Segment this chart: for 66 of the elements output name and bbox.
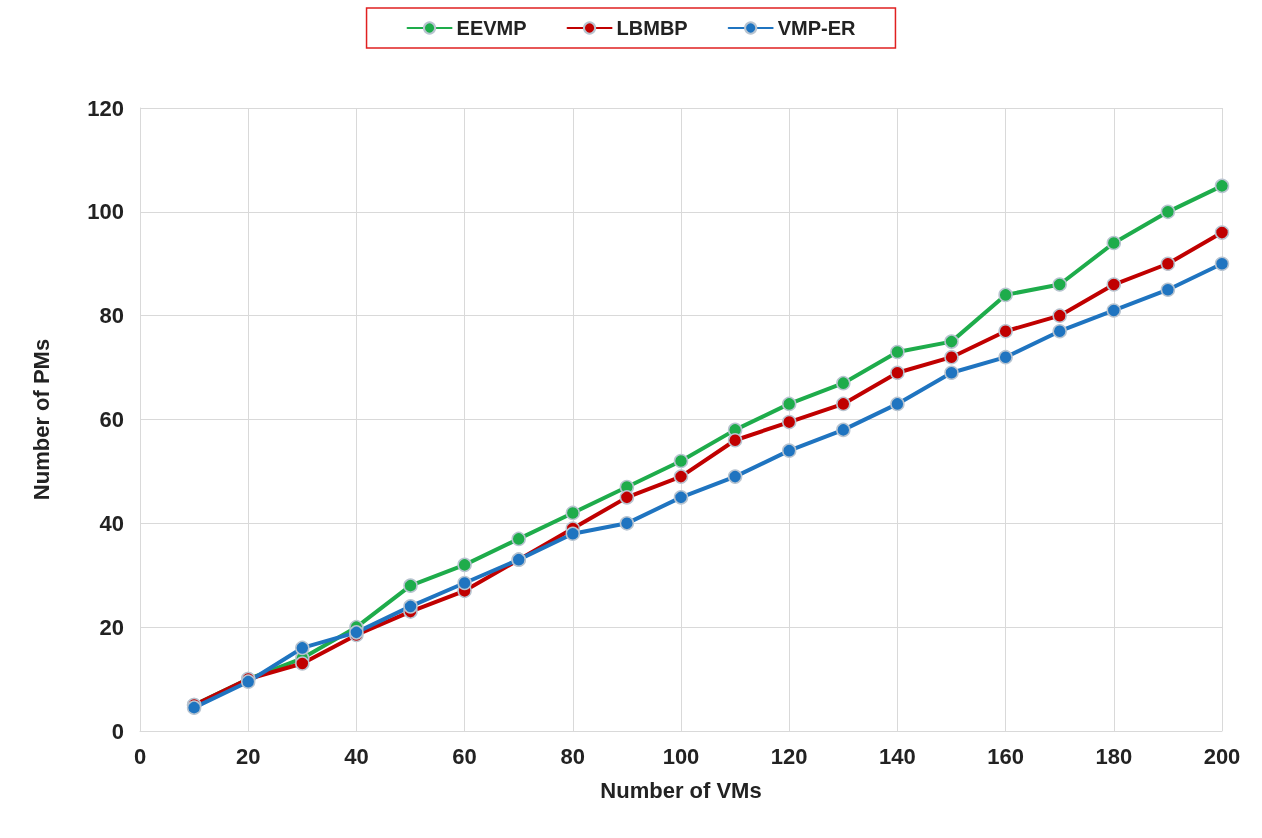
point [890,396,905,412]
point [1052,323,1067,339]
point [295,640,310,656]
y-tick-label: 60 [99,407,124,432]
point [836,396,851,412]
point [1214,178,1230,194]
y-tick-label: 40 [99,510,124,536]
y-tick-label: 120 [87,95,124,121]
point [998,349,1013,365]
x-tick-label: 200 [1203,743,1241,769]
point [1160,256,1176,271]
point [781,396,797,412]
x-tick-label: 180 [1095,743,1133,769]
x-tick-label: 40 [344,743,369,769]
point [1160,204,1176,220]
point [1106,303,1122,318]
point [890,344,905,360]
y-tick-label: 100 [87,199,124,225]
point [781,443,797,458]
x-tick-label: 20 [235,743,261,769]
x-tick-label: 0 [133,743,147,769]
point [1160,282,1176,297]
x-axis-title: Number of VMs [600,777,762,803]
point [403,599,418,614]
x-tick-label: 80 [560,743,586,769]
x-tick-label: 160 [987,743,1024,769]
point [944,334,959,349]
y-tick-label: 0 [111,718,124,744]
point [457,575,472,591]
x-tick-label: 100 [662,743,700,769]
x-tick-label: 140 [879,743,916,769]
point [998,323,1013,339]
x-tick-label: 60 [452,743,477,769]
point [511,531,526,547]
point [619,516,635,531]
x-tick-label: 120 [770,743,808,769]
point [673,453,689,469]
point [944,365,959,381]
point [944,349,959,365]
point [457,557,472,573]
point [727,469,743,484]
legend-label: EEVMP [456,17,527,39]
point [565,505,581,521]
y-axis-title: Number of PMs [28,338,54,501]
y-tick-label: 80 [99,303,124,329]
point [1214,256,1230,271]
point [673,490,689,505]
point [836,422,851,438]
point [403,578,418,593]
point [1106,277,1122,292]
point [781,414,797,430]
point [727,433,743,448]
point [619,490,635,505]
point [1052,308,1067,323]
point [295,656,310,671]
point [836,375,851,391]
point [673,469,689,484]
point [1214,225,1230,240]
point [565,526,581,541]
point [890,365,905,381]
point [998,287,1013,303]
point [1052,277,1067,292]
point [1106,235,1122,251]
y-tick-label: 20 [99,614,124,640]
legend-label: LBMBP [616,17,688,39]
legend-label: VMP-ER [777,17,857,39]
